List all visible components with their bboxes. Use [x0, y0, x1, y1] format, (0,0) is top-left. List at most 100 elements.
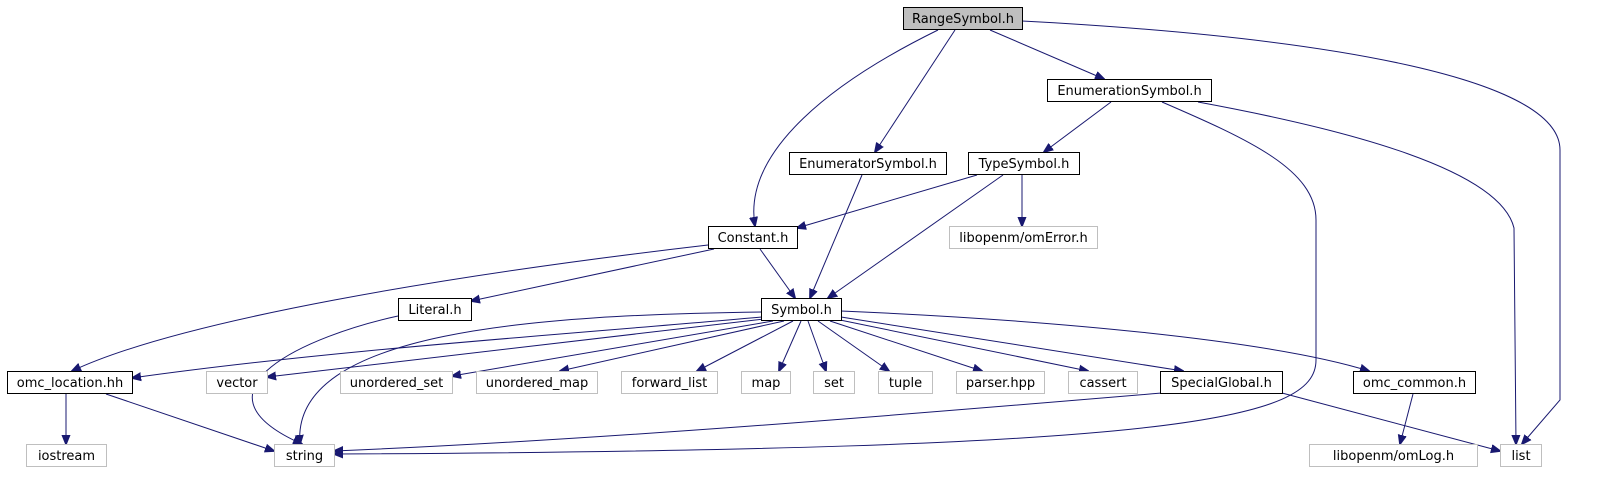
- node-box: [878, 371, 933, 394]
- nodes-layer: RangeSymbol.h EnumerationSymbol.h Enumerat…: [7, 7, 1542, 467]
- node-box: [708, 226, 798, 249]
- node-label: omc_location.hh: [17, 376, 123, 391]
- edge-Constant-to-Symbol: [759, 248, 795, 298]
- node-TypeSymbol[interactable]: TypeSymbol.h: [968, 152, 1080, 175]
- node-label: set: [824, 376, 844, 391]
- node-label: parser.hpp: [966, 376, 1035, 391]
- node-label: libopenm/omError.h: [959, 231, 1087, 246]
- edge-Symbol-to-cassert: [839, 319, 1088, 371]
- node-label: TypeSymbol.h: [978, 157, 1070, 172]
- edge-EnumerationSymbol-to-TypeSymbol: [1044, 101, 1112, 152]
- edge-Literal-to-string: [251, 315, 399, 444]
- node-label: Literal.h: [408, 303, 461, 318]
- node-omc_location[interactable]: omc_location.hh: [7, 371, 133, 394]
- node-tuple: tuple: [878, 371, 933, 394]
- edge-Symbol-to-unordered_map: [560, 320, 785, 371]
- node-label: cassert: [1079, 376, 1126, 391]
- node-omError: libopenm/omError.h: [949, 226, 1098, 249]
- node-box: [1047, 79, 1212, 102]
- edge-TypeSymbol-to-Constant: [797, 174, 978, 228]
- node-Literal[interactable]: Literal.h: [398, 298, 472, 321]
- edge-RangeSymbol-to-Constant: [754, 29, 939, 226]
- node-box: [741, 371, 791, 394]
- node-box: [274, 444, 335, 467]
- edge-Symbol-to-unordered_set: [452, 320, 774, 376]
- node-label: unordered_set: [350, 376, 443, 391]
- edge-Constant-to-omc_location: [72, 244, 709, 371]
- node-label: string: [286, 449, 323, 464]
- node-cassert: cassert: [1068, 371, 1138, 394]
- node-label: omc_common.h: [1363, 376, 1466, 391]
- node-label: EnumeratorSymbol.h: [799, 157, 937, 172]
- edge-Symbol-to-tuple: [817, 320, 889, 371]
- node-set: set: [813, 371, 855, 394]
- edge-Symbol-to-parser: [829, 320, 982, 371]
- node-string: string: [274, 444, 335, 467]
- node-unordered_map: unordered_map: [476, 371, 598, 394]
- node-label: list: [1511, 449, 1530, 464]
- node-box: [1353, 371, 1476, 394]
- node-RangeSymbol[interactable]: RangeSymbol.h: [903, 7, 1023, 30]
- edge-RangeSymbol-to-EnumeratorSymbol: [875, 29, 956, 152]
- node-label: tuple: [889, 376, 922, 391]
- node-SpecialGlobal[interactable]: SpecialGlobal.h: [1160, 371, 1283, 394]
- edge-Symbol-to-vector: [267, 318, 765, 377]
- edges-layer: [66, 20, 1561, 454]
- edge-omc_location-to-string: [105, 393, 274, 451]
- node-label: iostream: [38, 449, 95, 464]
- node-Symbol[interactable]: Symbol.h: [761, 298, 842, 321]
- node-box: [813, 371, 855, 394]
- edge-Symbol-to-omc_location: [132, 316, 763, 378]
- node-box: [26, 444, 107, 467]
- edge-omc_common-to-omLog: [1400, 393, 1414, 444]
- node-omLog: libopenm/omLog.h: [1309, 444, 1478, 467]
- edge-EnumerationSymbol-to-string: [334, 101, 1317, 454]
- node-box: [7, 371, 133, 394]
- node-box: [761, 298, 842, 321]
- node-box: [949, 226, 1098, 249]
- node-label: RangeSymbol.h: [912, 12, 1014, 27]
- node-label: EnumerationSymbol.h: [1057, 84, 1201, 99]
- node-box: [968, 152, 1080, 175]
- edge-RangeSymbol-to-list: [1021, 20, 1561, 444]
- edge-Constant-to-Literal: [471, 248, 715, 301]
- node-box: [903, 7, 1023, 30]
- node-forward_list: forward_list: [621, 371, 718, 394]
- node-list: list: [1500, 444, 1542, 467]
- edge-EnumerationSymbol-to-list: [1197, 101, 1516, 444]
- node-box: [789, 152, 947, 175]
- node-label: Constant.h: [718, 231, 789, 246]
- node-vector: vector: [206, 371, 268, 394]
- node-box: [1309, 444, 1478, 467]
- node-box: [398, 298, 472, 321]
- edge-Symbol-to-string: [300, 311, 763, 444]
- node-label: forward_list: [632, 376, 707, 391]
- edge-SpecialGlobal-to-list: [1281, 392, 1500, 451]
- node-parser: parser.hpp: [956, 371, 1045, 394]
- node-box: [476, 371, 598, 394]
- node-label: unordered_map: [486, 376, 589, 391]
- node-box: [1160, 371, 1283, 394]
- edge-RangeSymbol-to-EnumerationSymbol: [989, 29, 1104, 79]
- edge-Symbol-to-omc_common: [840, 310, 1369, 371]
- node-label: Symbol.h: [771, 303, 832, 318]
- node-box: [1500, 444, 1542, 467]
- edge-EnumeratorSymbol-to-Symbol: [810, 174, 863, 298]
- node-label: map: [752, 376, 781, 391]
- node-EnumeratorSymbol[interactable]: EnumeratorSymbol.h: [789, 152, 947, 175]
- edge-Symbol-to-SpecialGlobal: [840, 316, 1183, 371]
- edge-Symbol-to-map: [779, 320, 802, 371]
- node-EnumerationSymbol[interactable]: EnumerationSymbol.h: [1047, 79, 1212, 102]
- node-label: libopenm/omLog.h: [1333, 449, 1454, 464]
- node-omc_common[interactable]: omc_common.h: [1353, 371, 1476, 394]
- node-unordered_set: unordered_set: [340, 371, 453, 394]
- edge-SpecialGlobal-to-string: [334, 392, 1163, 451]
- node-label: vector: [216, 376, 258, 391]
- node-box: [621, 371, 718, 394]
- node-Constant[interactable]: Constant.h: [708, 226, 798, 249]
- edge-Symbol-to-set: [807, 320, 826, 371]
- node-box: [956, 371, 1045, 394]
- node-label: SpecialGlobal.h: [1171, 376, 1272, 391]
- edge-TypeSymbol-to-Symbol: [828, 174, 1004, 298]
- node-map: map: [741, 371, 791, 394]
